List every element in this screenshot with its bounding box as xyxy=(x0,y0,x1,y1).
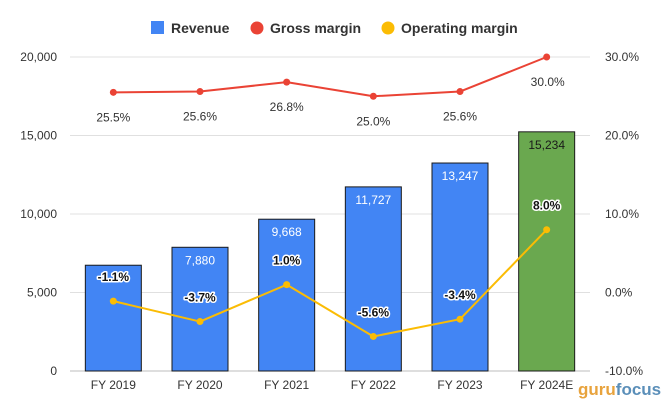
operating-margin-data-label: -3.7% xyxy=(184,291,216,305)
revenue-data-label: 15,234 xyxy=(528,138,565,152)
gross-margin-data-label: 25.6% xyxy=(183,110,217,124)
left-tick-label: 20,000 xyxy=(20,50,57,64)
revenue-bar xyxy=(518,131,576,372)
revenue-data-label: 9,668 xyxy=(272,225,302,239)
grid xyxy=(70,56,590,372)
margin-lines xyxy=(109,53,551,340)
gross-margin-point xyxy=(369,92,377,100)
operating-margin-point xyxy=(109,297,117,305)
right-tick-label: 0.0% xyxy=(605,286,633,300)
x-tick-label: FY 2021 xyxy=(264,378,309,392)
gross-margin-point xyxy=(456,88,464,96)
operating-margin-point xyxy=(369,332,377,340)
x-tick-label: FY 2020 xyxy=(177,378,222,392)
svg-text:gurufocus: gurufocus xyxy=(578,380,661,399)
watermark-guru: guru xyxy=(578,380,616,399)
operating-margin-data-label: -5.6% xyxy=(358,305,390,319)
watermark-focus: focus xyxy=(616,380,661,399)
operating-margin-data-label: -3.4% xyxy=(444,288,476,302)
legend-swatch-gross-margin xyxy=(250,21,264,35)
left-tick-label: 5,000 xyxy=(27,286,57,300)
gurufocus-watermark: gurufocus xyxy=(578,380,661,399)
left-tick-label: 10,000 xyxy=(20,207,57,221)
gross-margin-data-label: 25.0% xyxy=(356,114,390,128)
x-tick-label: FY 2022 xyxy=(351,378,396,392)
right-tick-label: 10.0% xyxy=(605,207,639,221)
revenue-data-label: 7,880 xyxy=(185,253,215,267)
x-axis: FY 2019 FY 2020 FY 2021 FY 2022 FY 2023 FY 20… xyxy=(91,378,573,392)
gross-margin-line xyxy=(113,56,548,98)
operating-margin-line xyxy=(113,229,548,338)
revenue-bar xyxy=(171,246,229,372)
revenue-bars xyxy=(84,131,576,372)
left-axis: 0 5,000 10,000 15,000 20,000 xyxy=(20,50,57,378)
right-tick-label: 20.0% xyxy=(605,129,639,143)
right-tick-label: -10.0% xyxy=(605,364,643,378)
left-tick-label: 15,000 xyxy=(20,129,57,143)
left-tick-label: 0 xyxy=(50,364,57,378)
right-axis: -10.0% 0.0% 10.0% 20.0% 30.0% xyxy=(605,50,643,378)
legend-label-revenue: Revenue xyxy=(171,20,230,36)
gross-margin-point xyxy=(109,88,117,96)
gross-margin-point xyxy=(196,88,204,96)
x-tick-label: FY 2023 xyxy=(437,378,482,392)
x-tick-label: FY 2024E xyxy=(520,378,573,392)
gross-margin-data-label: 30.0% xyxy=(531,75,565,89)
gross-margin-point xyxy=(543,53,551,61)
operating-margin-point xyxy=(196,318,204,326)
gross-margin-data-label: 25.6% xyxy=(443,110,477,124)
x-tick-label: FY 2019 xyxy=(91,378,136,392)
legend-label-gross-margin: Gross margin xyxy=(270,20,361,36)
data-labels: 7,880 9,668 11,727 13,247 15,234 25.5% 25.6% 26… xyxy=(96,75,565,321)
revenue-bar xyxy=(431,162,489,372)
legend-swatch-revenue xyxy=(151,21,164,34)
legend: Revenue Gross margin Operating margin xyxy=(151,20,518,36)
gross-margin-point xyxy=(283,78,291,86)
revenue-bar xyxy=(258,218,316,372)
operating-margin-data-label: 1.0% xyxy=(273,254,301,268)
legend-label-operating-margin: Operating margin xyxy=(401,20,518,36)
gross-margin-data-label: 25.5% xyxy=(96,110,130,124)
revenue-bar xyxy=(344,186,402,372)
operating-margin-point xyxy=(543,226,551,234)
legend-swatch-operating-margin xyxy=(381,21,395,35)
operating-margin-data-label: 8.0% xyxy=(533,199,561,213)
revenue-data-label: 13,247 xyxy=(442,169,479,183)
revenue-bar xyxy=(84,264,142,372)
gross-margin-data-label: 26.8% xyxy=(270,100,304,114)
right-tick-label: 30.0% xyxy=(605,50,639,64)
operating-margin-data-label: -1.1% xyxy=(98,270,130,284)
operating-margin-point xyxy=(456,315,464,323)
revenue-data-label: 11,727 xyxy=(355,193,391,207)
operating-margin-point xyxy=(283,281,291,289)
